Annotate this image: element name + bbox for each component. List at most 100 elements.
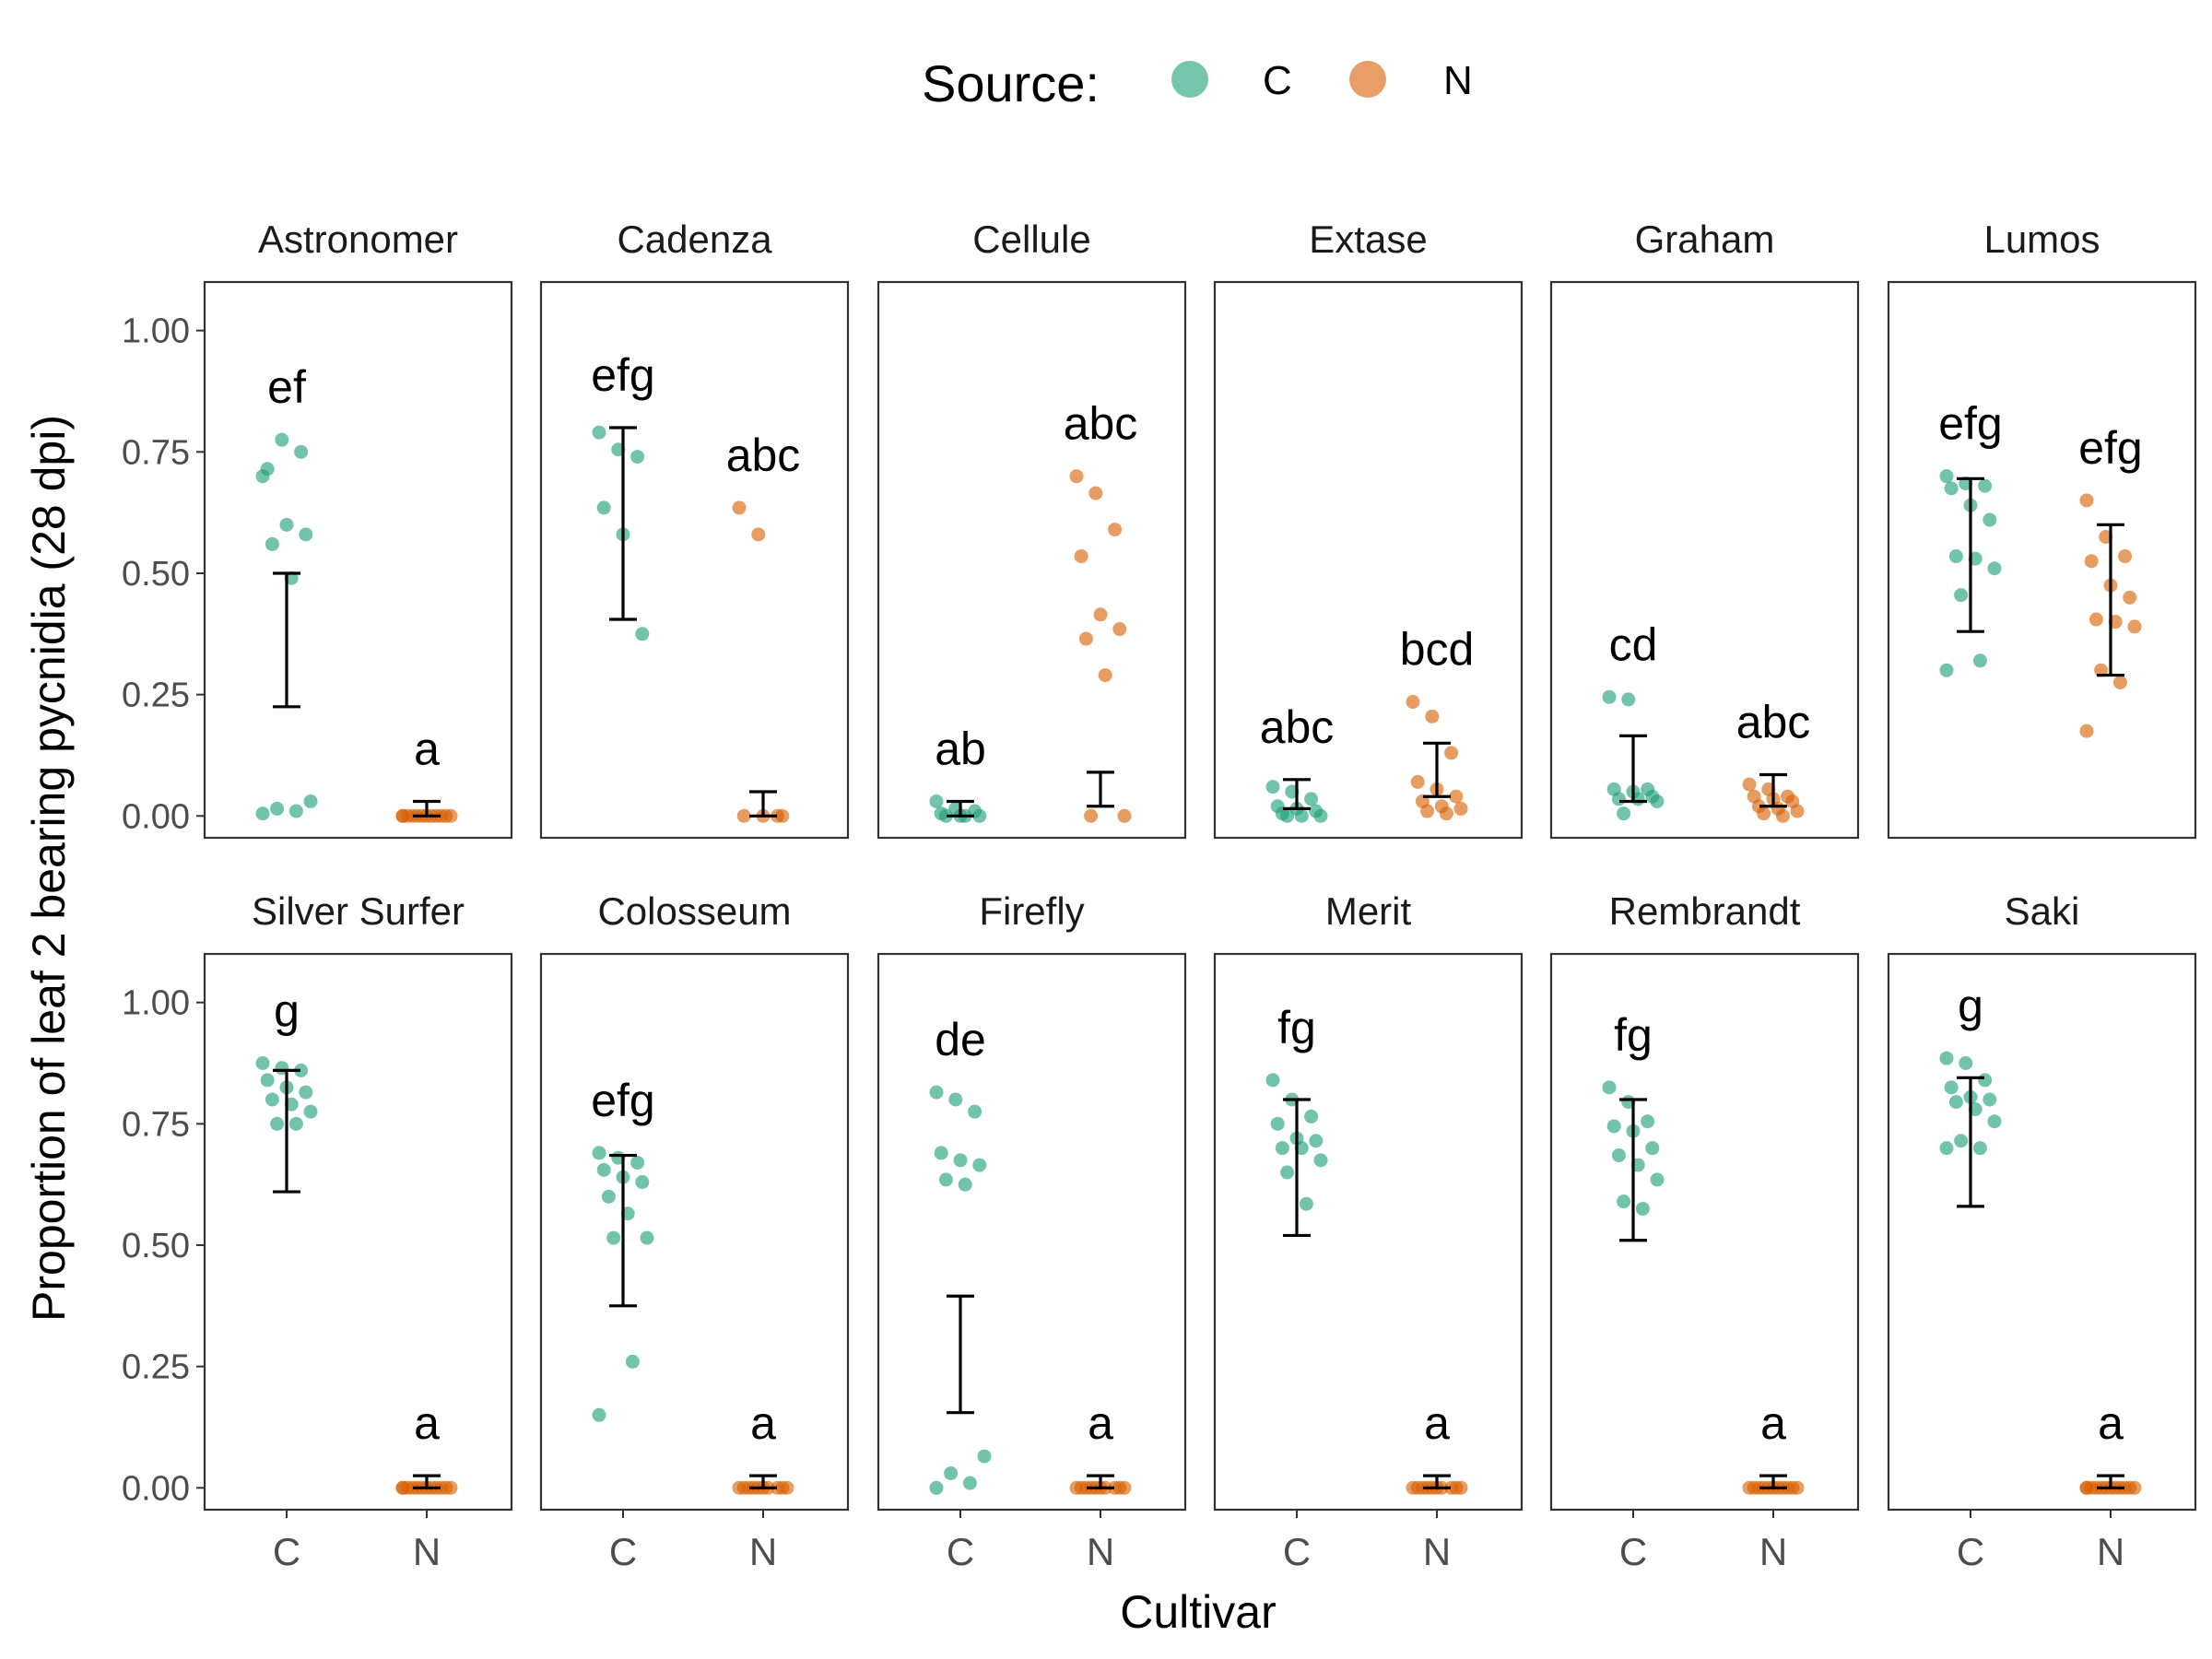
data-point-c <box>299 1086 312 1100</box>
panel-border <box>1551 282 1858 838</box>
y-tick-label: 1.00 <box>122 984 190 1023</box>
data-point-n <box>444 809 458 823</box>
panel: Rembrandt C Nfg a <box>1551 889 1858 1573</box>
y-tick-label: 1.00 <box>122 312 190 351</box>
data-point-c <box>256 1056 270 1070</box>
data-point-c <box>972 809 986 823</box>
legend-title: Source: <box>922 54 1100 112</box>
data-point-n <box>737 809 751 823</box>
data-point-n <box>1118 1481 1132 1495</box>
data-point-n <box>2123 591 2136 605</box>
data-point-c <box>602 1190 616 1204</box>
data-point-c <box>1940 469 1954 483</box>
x-tick-label: N <box>1759 1530 1787 1573</box>
data-point-n <box>1449 790 1463 804</box>
panel-border <box>1215 282 1522 838</box>
data-point-c <box>1621 692 1635 706</box>
x-tick-label: C <box>1957 1530 1984 1573</box>
data-point-n <box>2080 724 2094 738</box>
data-point-n <box>733 500 747 514</box>
data-point-n <box>2089 613 2103 627</box>
data-point-n <box>396 1481 410 1495</box>
significance-letter: efg <box>1938 398 2003 450</box>
panel-title: Cadenza <box>617 218 772 261</box>
data-point-n <box>2085 554 2099 568</box>
x-tick-label: N <box>413 1530 441 1573</box>
data-point-c <box>1617 1194 1630 1208</box>
data-point-c <box>972 1159 986 1172</box>
panel-title: Extase <box>1309 218 1427 261</box>
significance-letter: fg <box>1277 1002 1316 1053</box>
data-point-c <box>978 1450 992 1464</box>
data-point-c <box>597 500 611 514</box>
x-tick-label: C <box>947 1530 974 1573</box>
legend-n-dot <box>1349 61 1386 98</box>
data-point-c <box>1645 1141 1659 1155</box>
significance-letter: efg <box>2078 422 2143 474</box>
significance-letter: ef <box>267 361 306 413</box>
significance-letter: a <box>414 724 440 775</box>
panel-border <box>1215 954 1522 1510</box>
panel-border <box>1888 282 2195 838</box>
x-tick-label: N <box>749 1530 777 1573</box>
data-point-c <box>1276 1141 1289 1155</box>
panel: Lumosefg efg <box>1888 218 2195 838</box>
panel: Graham cd abc <box>1551 218 1858 838</box>
data-point-c <box>1940 1141 1954 1155</box>
significance-letter: abc <box>1260 701 1335 753</box>
data-point-n <box>1099 668 1112 682</box>
data-point-c <box>1603 690 1617 704</box>
data-point-n <box>2113 676 2127 689</box>
data-point-c <box>1295 809 1309 823</box>
panel-title: Saki <box>2005 889 2080 933</box>
legend-c-label: C <box>1263 58 1292 103</box>
legend-n-label: N <box>1443 58 1473 103</box>
panel-title: Graham <box>1635 218 1775 261</box>
data-point-n <box>2128 619 2142 633</box>
panel-title: Colosseum <box>597 889 791 933</box>
data-point-c <box>1940 664 1954 677</box>
data-point-c <box>289 805 303 818</box>
data-point-n <box>1425 710 1439 724</box>
data-point-c <box>265 537 279 551</box>
data-point-c <box>930 794 944 808</box>
panel: Astronomer 0.00 0.25 0.50 0.75 1.00 ef a <box>122 218 512 838</box>
data-point-c <box>635 627 649 641</box>
data-point-c <box>265 1092 279 1106</box>
data-point-n <box>1791 805 1805 818</box>
data-point-n <box>1406 695 1420 709</box>
data-point-c <box>1612 1148 1626 1162</box>
data-point-c <box>261 1073 275 1087</box>
significance-letter: ab <box>935 724 986 775</box>
data-point-c <box>1266 1073 1280 1087</box>
data-point-c <box>1603 1080 1617 1094</box>
data-point-c <box>275 433 288 447</box>
data-point-n <box>1454 802 1468 816</box>
data-point-c <box>930 1086 944 1100</box>
data-point-c <box>1978 1073 1992 1087</box>
panel-title: Rembrandt <box>1609 889 1801 933</box>
data-point-c <box>1945 1080 1959 1094</box>
data-point-c <box>1641 1114 1654 1128</box>
panel: ColosseumC Nefga <box>541 889 848 1573</box>
data-point-c <box>1949 1095 1963 1109</box>
panel-border <box>205 954 512 1510</box>
data-point-c <box>959 1178 972 1192</box>
significance-letter: g <box>1958 980 1983 1031</box>
data-point-c <box>1280 809 1294 823</box>
data-point-n <box>2080 1481 2094 1495</box>
data-point-n <box>1420 805 1434 818</box>
data-point-c <box>1651 794 1665 808</box>
data-point-c <box>1978 479 1992 493</box>
data-point-c <box>1309 1134 1323 1147</box>
data-point-c <box>593 1408 606 1422</box>
data-point-n <box>1118 809 1132 823</box>
data-point-n <box>396 809 410 823</box>
data-point-c <box>1940 1052 1954 1065</box>
significance-letter: a <box>414 1397 440 1449</box>
data-point-n <box>1411 775 1425 789</box>
data-point-n <box>1757 806 1771 820</box>
data-point-n <box>1743 778 1757 792</box>
data-point-c <box>944 1466 958 1480</box>
